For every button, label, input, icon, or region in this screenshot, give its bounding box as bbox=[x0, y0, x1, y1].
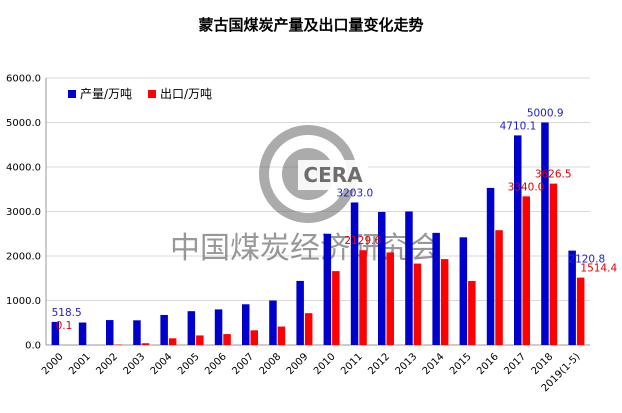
legend-swatch-export bbox=[148, 90, 156, 98]
x-tick-label: 2007 bbox=[230, 351, 256, 377]
production-bar bbox=[324, 234, 332, 345]
legend: 产量/万吨 出口/万吨 bbox=[68, 87, 212, 101]
export-data-label: 3626.5 bbox=[535, 169, 572, 181]
x-tick-label: 2012 bbox=[366, 351, 392, 377]
export-bar bbox=[523, 196, 531, 345]
production-bar bbox=[188, 311, 196, 345]
export-data-label: 0.1 bbox=[56, 320, 73, 332]
x-tick-label: 2002 bbox=[94, 351, 120, 377]
watermark: CERA 中国煤炭经济研究会 bbox=[170, 130, 440, 266]
production-bar bbox=[351, 202, 359, 345]
production-bar bbox=[215, 309, 223, 345]
production-bar bbox=[378, 212, 386, 345]
production-bar bbox=[133, 320, 141, 345]
x-tick-label: 2015 bbox=[448, 351, 474, 377]
x-tick-label: 2014 bbox=[421, 351, 447, 377]
x-tick-label: 2008 bbox=[258, 351, 284, 377]
legend-label-production: 产量/万吨 bbox=[80, 87, 132, 101]
export-data-label: 1514.4 bbox=[580, 263, 617, 275]
y-tick-label: 2000.0 bbox=[6, 252, 41, 263]
export-data-label: 3340.0 bbox=[508, 181, 545, 193]
export-bar bbox=[359, 250, 367, 345]
production-data-label: 3203.0 bbox=[336, 187, 373, 199]
chart-title: 蒙古国煤炭产量及出口量变化走势 bbox=[198, 16, 423, 34]
export-bar bbox=[305, 313, 313, 345]
export-bar bbox=[332, 271, 340, 345]
x-tick-label: 2001 bbox=[67, 351, 93, 377]
legend-swatch-production bbox=[68, 90, 76, 98]
export-bar bbox=[142, 343, 150, 345]
production-bar bbox=[296, 281, 304, 345]
x-tick-label: 2004 bbox=[149, 351, 175, 377]
x-tick-label: 2003 bbox=[122, 351, 148, 377]
y-tick-label: 5000.0 bbox=[6, 118, 41, 129]
production-data-label: 4710.1 bbox=[500, 120, 537, 132]
y-tick-label: 1000.0 bbox=[6, 296, 41, 307]
export-bar bbox=[387, 252, 395, 345]
export-bar bbox=[577, 278, 585, 345]
x-tick-label: 2010 bbox=[312, 351, 338, 377]
production-bar bbox=[160, 315, 168, 345]
export-bar bbox=[441, 259, 449, 345]
export-bar bbox=[251, 330, 259, 345]
export-bar bbox=[169, 338, 177, 345]
x-tick-label: 2011 bbox=[339, 351, 365, 377]
export-data-label: 2129.6 bbox=[344, 235, 381, 247]
production-data-label: 518.5 bbox=[52, 307, 82, 319]
production-bar bbox=[541, 122, 549, 345]
production-bar bbox=[460, 237, 468, 345]
production-bar bbox=[79, 323, 87, 345]
production-bar bbox=[487, 188, 495, 345]
x-tick-label: 2000 bbox=[40, 351, 66, 377]
x-tick-label: 2009 bbox=[285, 351, 311, 377]
y-tick-label: 4000.0 bbox=[6, 163, 41, 174]
export-bar bbox=[550, 184, 558, 345]
production-bar bbox=[405, 212, 413, 346]
y-tick-label: 0.0 bbox=[25, 341, 41, 352]
production-bar bbox=[269, 301, 277, 346]
production-bar bbox=[106, 320, 114, 345]
x-tick-label: 2006 bbox=[203, 351, 229, 377]
production-data-label: 5000.9 bbox=[527, 107, 564, 119]
x-tick-label: 2013 bbox=[394, 351, 420, 377]
x-tick-label: 2005 bbox=[176, 351, 202, 377]
export-bar bbox=[468, 281, 476, 345]
export-bar bbox=[196, 335, 204, 345]
export-bar bbox=[414, 264, 422, 345]
production-bar bbox=[432, 233, 440, 345]
export-bar bbox=[495, 230, 503, 345]
production-bar bbox=[514, 135, 522, 345]
legend-label-export: 出口/万吨 bbox=[160, 87, 212, 101]
logo-text: CERA bbox=[303, 163, 363, 187]
export-bar bbox=[278, 327, 286, 345]
y-tick-label: 6000.0 bbox=[6, 74, 41, 85]
production-bar bbox=[242, 304, 250, 345]
export-bar bbox=[223, 334, 231, 345]
y-tick-label: 3000.0 bbox=[6, 207, 41, 218]
x-tick-label: 2016 bbox=[475, 351, 501, 377]
watermark-org-name: 中国煤炭经济研究会 bbox=[170, 231, 440, 266]
x-tick-label: 2017 bbox=[502, 351, 528, 377]
